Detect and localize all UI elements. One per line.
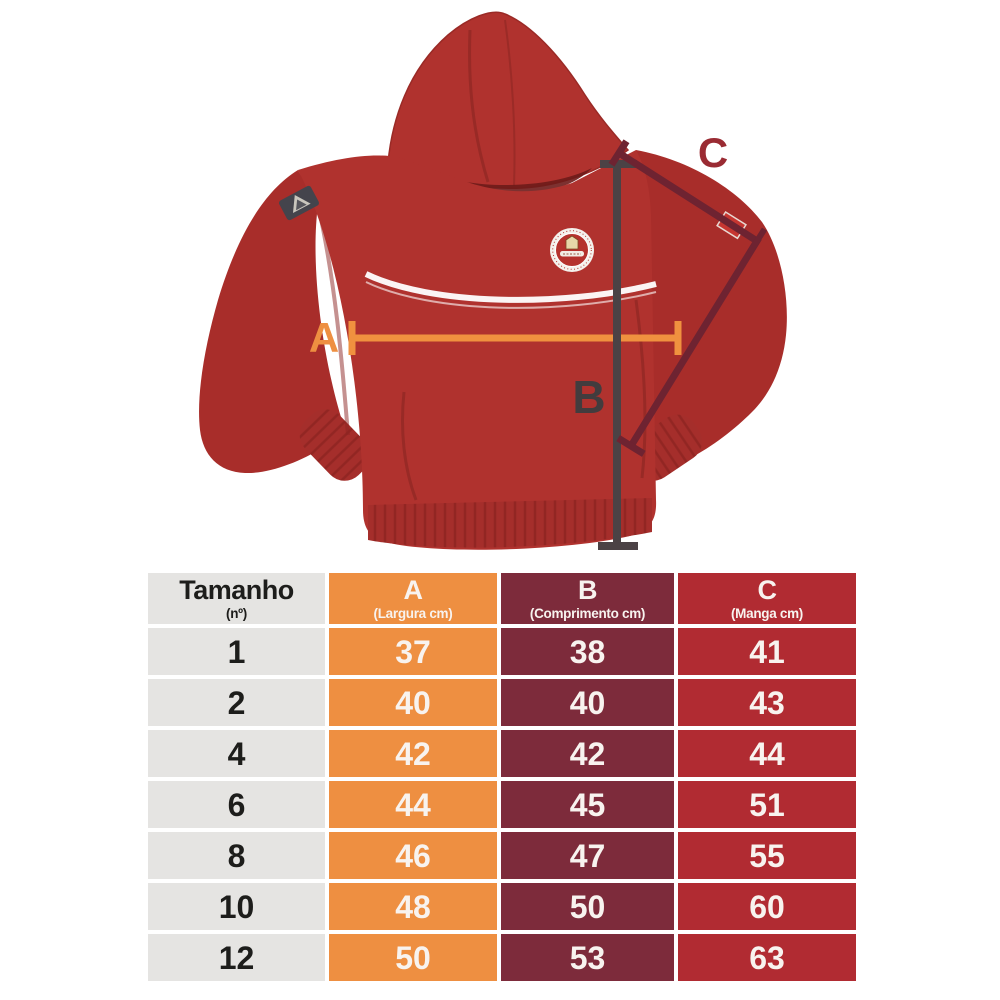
col-header-b-title: B	[578, 574, 598, 605]
col-header-c: C (Manga cm)	[678, 573, 856, 624]
width-cell: 40	[329, 679, 497, 726]
width-cell: 42	[329, 730, 497, 777]
width-cell: 37	[329, 628, 497, 675]
col-header-tamanho-subtitle: (nº)	[226, 605, 247, 621]
width-cell: 50	[329, 934, 497, 981]
sleeve-cell: 60	[678, 883, 856, 930]
width-cell: 44	[329, 781, 497, 828]
size-table: Tamanho (nº) A (Largura cm) B (Comprimen…	[148, 573, 858, 981]
left-cuff	[299, 409, 371, 481]
crest-badge	[550, 228, 594, 272]
sleeve-cell: 43	[678, 679, 856, 726]
measure-c: C	[608, 129, 768, 457]
length-cell: 38	[501, 628, 674, 675]
length-cell: 40	[501, 679, 674, 726]
size-cell: 4	[148, 730, 325, 777]
pocket-seam-left	[401, 391, 418, 501]
sleeve-cell: 44	[678, 730, 856, 777]
measure-a-label: A	[309, 314, 339, 361]
sleeve-cell: 51	[678, 781, 856, 828]
sleeve-cell: 55	[678, 832, 856, 879]
size-cell: 1	[148, 628, 325, 675]
col-header-c-title: C	[757, 574, 778, 605]
pocket-seam-right	[634, 299, 647, 479]
size-cell: 8	[148, 832, 325, 879]
left-sleeve	[199, 170, 371, 481]
col-header-tamanho-title: Tamanho	[179, 574, 294, 605]
sleeve-cell: 41	[678, 628, 856, 675]
width-cell: 46	[329, 832, 497, 879]
width-cell: 48	[329, 883, 497, 930]
size-cell: 12	[148, 934, 325, 981]
length-cell: 53	[501, 934, 674, 981]
col-header-a-subtitle: (Largura cm)	[373, 605, 453, 621]
col-header-a: A (Largura cm)	[329, 573, 497, 624]
measure-a: A	[309, 314, 682, 361]
length-cell: 42	[501, 730, 674, 777]
col-header-a-title: A	[403, 574, 424, 605]
hem-band	[368, 498, 652, 548]
measure-c-tick-end	[616, 435, 646, 457]
measure-c-label: C	[698, 129, 728, 176]
length-cell: 50	[501, 883, 674, 930]
measure-c-tick-start	[608, 139, 630, 167]
size-cell: 2	[148, 679, 325, 726]
col-header-b-subtitle: (Comprimento cm)	[529, 605, 646, 621]
measure-c-tick-corner	[746, 227, 768, 255]
measure-b-label: B	[572, 371, 605, 423]
brand-patch	[279, 185, 319, 221]
length-cell: 47	[501, 832, 674, 879]
size-cell: 10	[148, 883, 325, 930]
col-header-c-subtitle: (Manga cm)	[730, 605, 803, 621]
size-cell: 6	[148, 781, 325, 828]
col-header-b: B (Comprimento cm)	[501, 573, 674, 624]
sleeve-cell: 63	[678, 934, 856, 981]
col-header-tamanho: Tamanho (nº)	[148, 573, 325, 624]
length-cell: 45	[501, 781, 674, 828]
measure-b: B	[572, 160, 638, 550]
hoodie-size-diagram: A B C	[199, 11, 787, 550]
